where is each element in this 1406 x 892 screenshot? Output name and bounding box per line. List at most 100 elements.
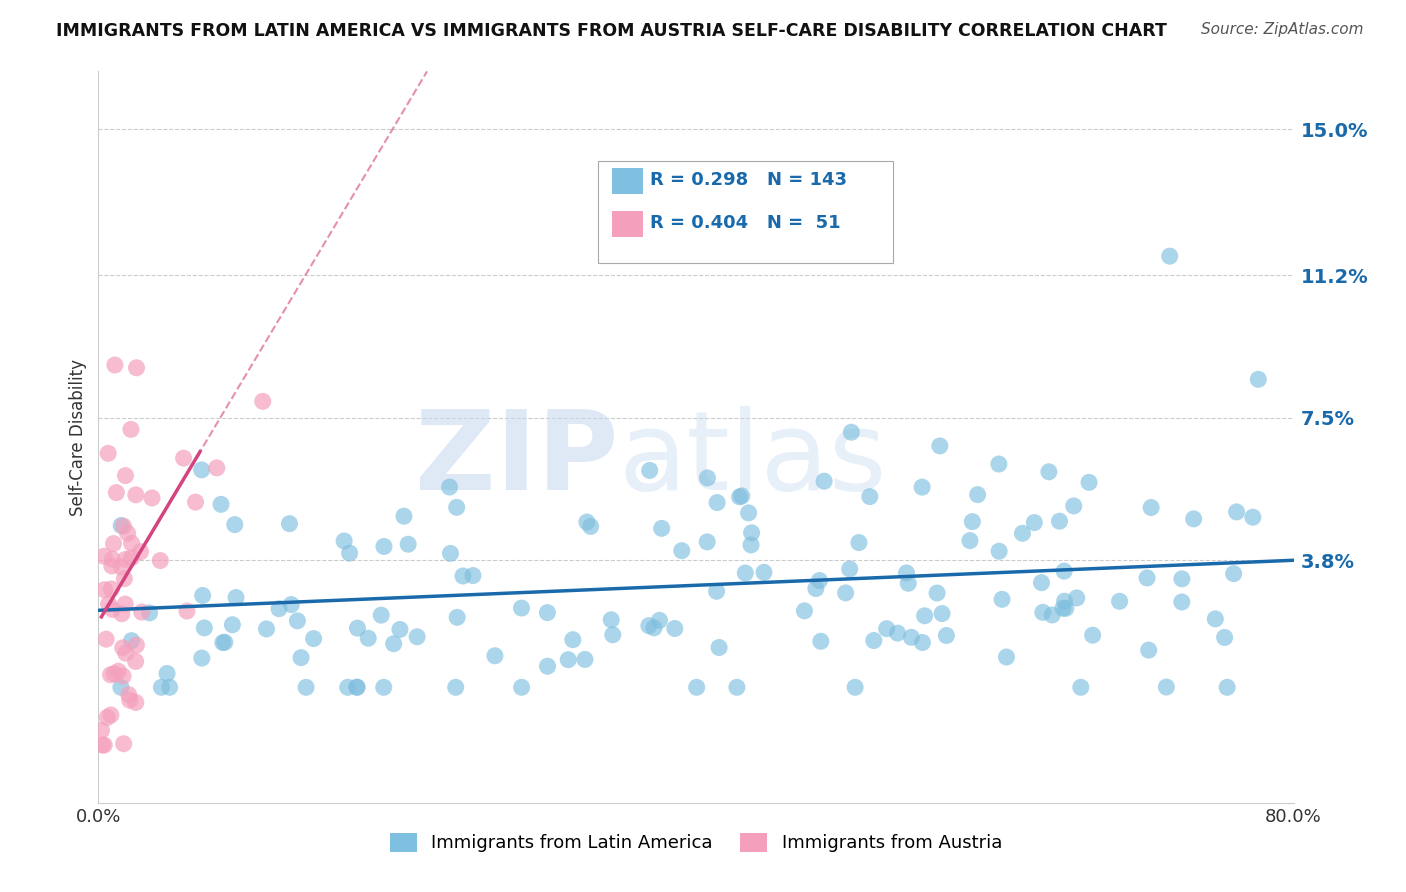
Point <box>510 681 533 695</box>
Point <box>103 536 125 550</box>
Point <box>444 681 467 695</box>
Point <box>671 543 693 558</box>
Point <box>737 506 759 520</box>
Point <box>346 681 368 695</box>
Point <box>752 566 775 580</box>
Point <box>125 655 148 669</box>
Point <box>104 358 127 372</box>
Point <box>966 488 988 502</box>
Point <box>911 480 934 494</box>
Point <box>112 519 135 533</box>
Point <box>574 652 596 666</box>
Point <box>1136 571 1159 585</box>
Point <box>1054 601 1077 615</box>
Point <box>117 526 139 541</box>
Point <box>191 651 214 665</box>
Point <box>1052 601 1074 615</box>
Point <box>100 582 122 596</box>
Point <box>101 602 124 616</box>
Point <box>988 544 1011 558</box>
Point <box>439 480 461 494</box>
Point <box>1081 628 1104 642</box>
Point <box>190 463 212 477</box>
Point <box>935 628 957 642</box>
Point <box>810 634 832 648</box>
Point <box>121 633 143 648</box>
Point <box>370 608 392 623</box>
Point <box>97 446 120 460</box>
Point <box>931 607 953 621</box>
Point <box>287 614 309 628</box>
Point <box>101 558 124 573</box>
Point <box>886 626 908 640</box>
Point <box>863 633 886 648</box>
Point <box>446 500 468 515</box>
Point <box>280 598 302 612</box>
Point <box>112 572 135 586</box>
Point <box>193 621 215 635</box>
Point <box>302 632 325 646</box>
Point <box>184 495 207 509</box>
Point <box>93 738 115 752</box>
Point <box>696 534 718 549</box>
Point <box>110 518 132 533</box>
Point <box>734 566 756 580</box>
Point <box>1070 681 1092 695</box>
Point <box>664 622 686 636</box>
Point <box>1053 594 1076 608</box>
Point <box>114 468 136 483</box>
Point <box>561 632 583 647</box>
Point <box>648 614 671 628</box>
Point <box>406 630 429 644</box>
Point <box>841 425 863 440</box>
Point <box>911 635 934 649</box>
Point <box>93 549 115 564</box>
Point <box>725 681 748 695</box>
Point <box>129 544 152 558</box>
Point <box>813 474 835 488</box>
Point <box>357 632 380 646</box>
Point <box>100 667 122 681</box>
Point <box>696 471 718 485</box>
Point <box>373 681 395 695</box>
Point <box>156 666 179 681</box>
Point <box>114 552 136 566</box>
Point <box>336 681 359 695</box>
Point <box>651 521 673 535</box>
Point <box>101 552 124 566</box>
Point <box>962 515 984 529</box>
Point <box>96 710 118 724</box>
Point <box>252 394 274 409</box>
Point <box>91 738 114 752</box>
Point <box>211 635 233 649</box>
Point <box>125 360 148 375</box>
Point <box>461 568 484 582</box>
Point <box>1171 595 1194 609</box>
Point <box>707 640 730 655</box>
Point <box>131 605 153 619</box>
Point <box>1063 499 1085 513</box>
Point <box>741 525 763 540</box>
Point <box>125 638 148 652</box>
Point <box>1159 249 1181 263</box>
Point <box>897 576 920 591</box>
Point <box>388 623 411 637</box>
Point <box>114 646 136 660</box>
Point <box>575 515 598 529</box>
Point <box>536 659 558 673</box>
Point <box>859 490 882 504</box>
Point <box>373 540 395 554</box>
Point <box>793 604 815 618</box>
Point <box>834 586 856 600</box>
Point <box>159 681 181 695</box>
Point <box>392 509 415 524</box>
Point <box>121 536 143 550</box>
Point <box>914 608 936 623</box>
Point <box>256 622 278 636</box>
Text: IMMIGRANTS FROM LATIN AMERICA VS IMMIGRANTS FROM AUSTRIA SELF-CARE DISABILITY CO: IMMIGRANTS FROM LATIN AMERICA VS IMMIGRA… <box>56 22 1167 40</box>
Point <box>959 533 981 548</box>
Point <box>176 604 198 618</box>
Point <box>876 622 898 636</box>
Point <box>209 497 232 511</box>
Point <box>1011 526 1033 541</box>
